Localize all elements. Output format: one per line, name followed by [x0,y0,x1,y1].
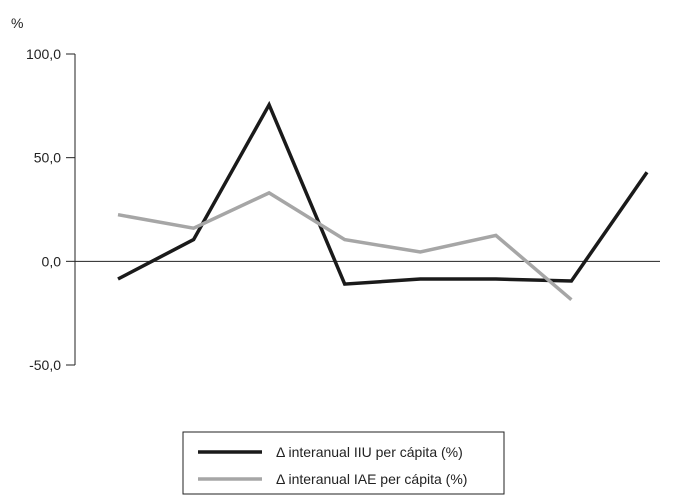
y-tick-label: 100,0 [26,46,61,62]
y-axis: 100,0 50,0 0,0 -50,0 [26,46,76,373]
y-tick-label: -50,0 [29,357,61,373]
legend-box [182,431,505,495]
series-layer [117,100,649,302]
legend: Δ interanual IIU per cápita (%) Δ intera… [182,431,505,495]
legend-label-iae: Δ interanual IAE per cápita (%) [276,471,467,487]
series-line-0 [117,100,649,286]
series-line-1 [117,190,573,302]
y-axis-unit-label: % [11,15,23,31]
y-tick-label: 0,0 [42,253,62,269]
y-tick-label: 50,0 [34,150,61,166]
legend-label-iiu: Δ interanual IIU per cápita (%) [276,444,463,460]
